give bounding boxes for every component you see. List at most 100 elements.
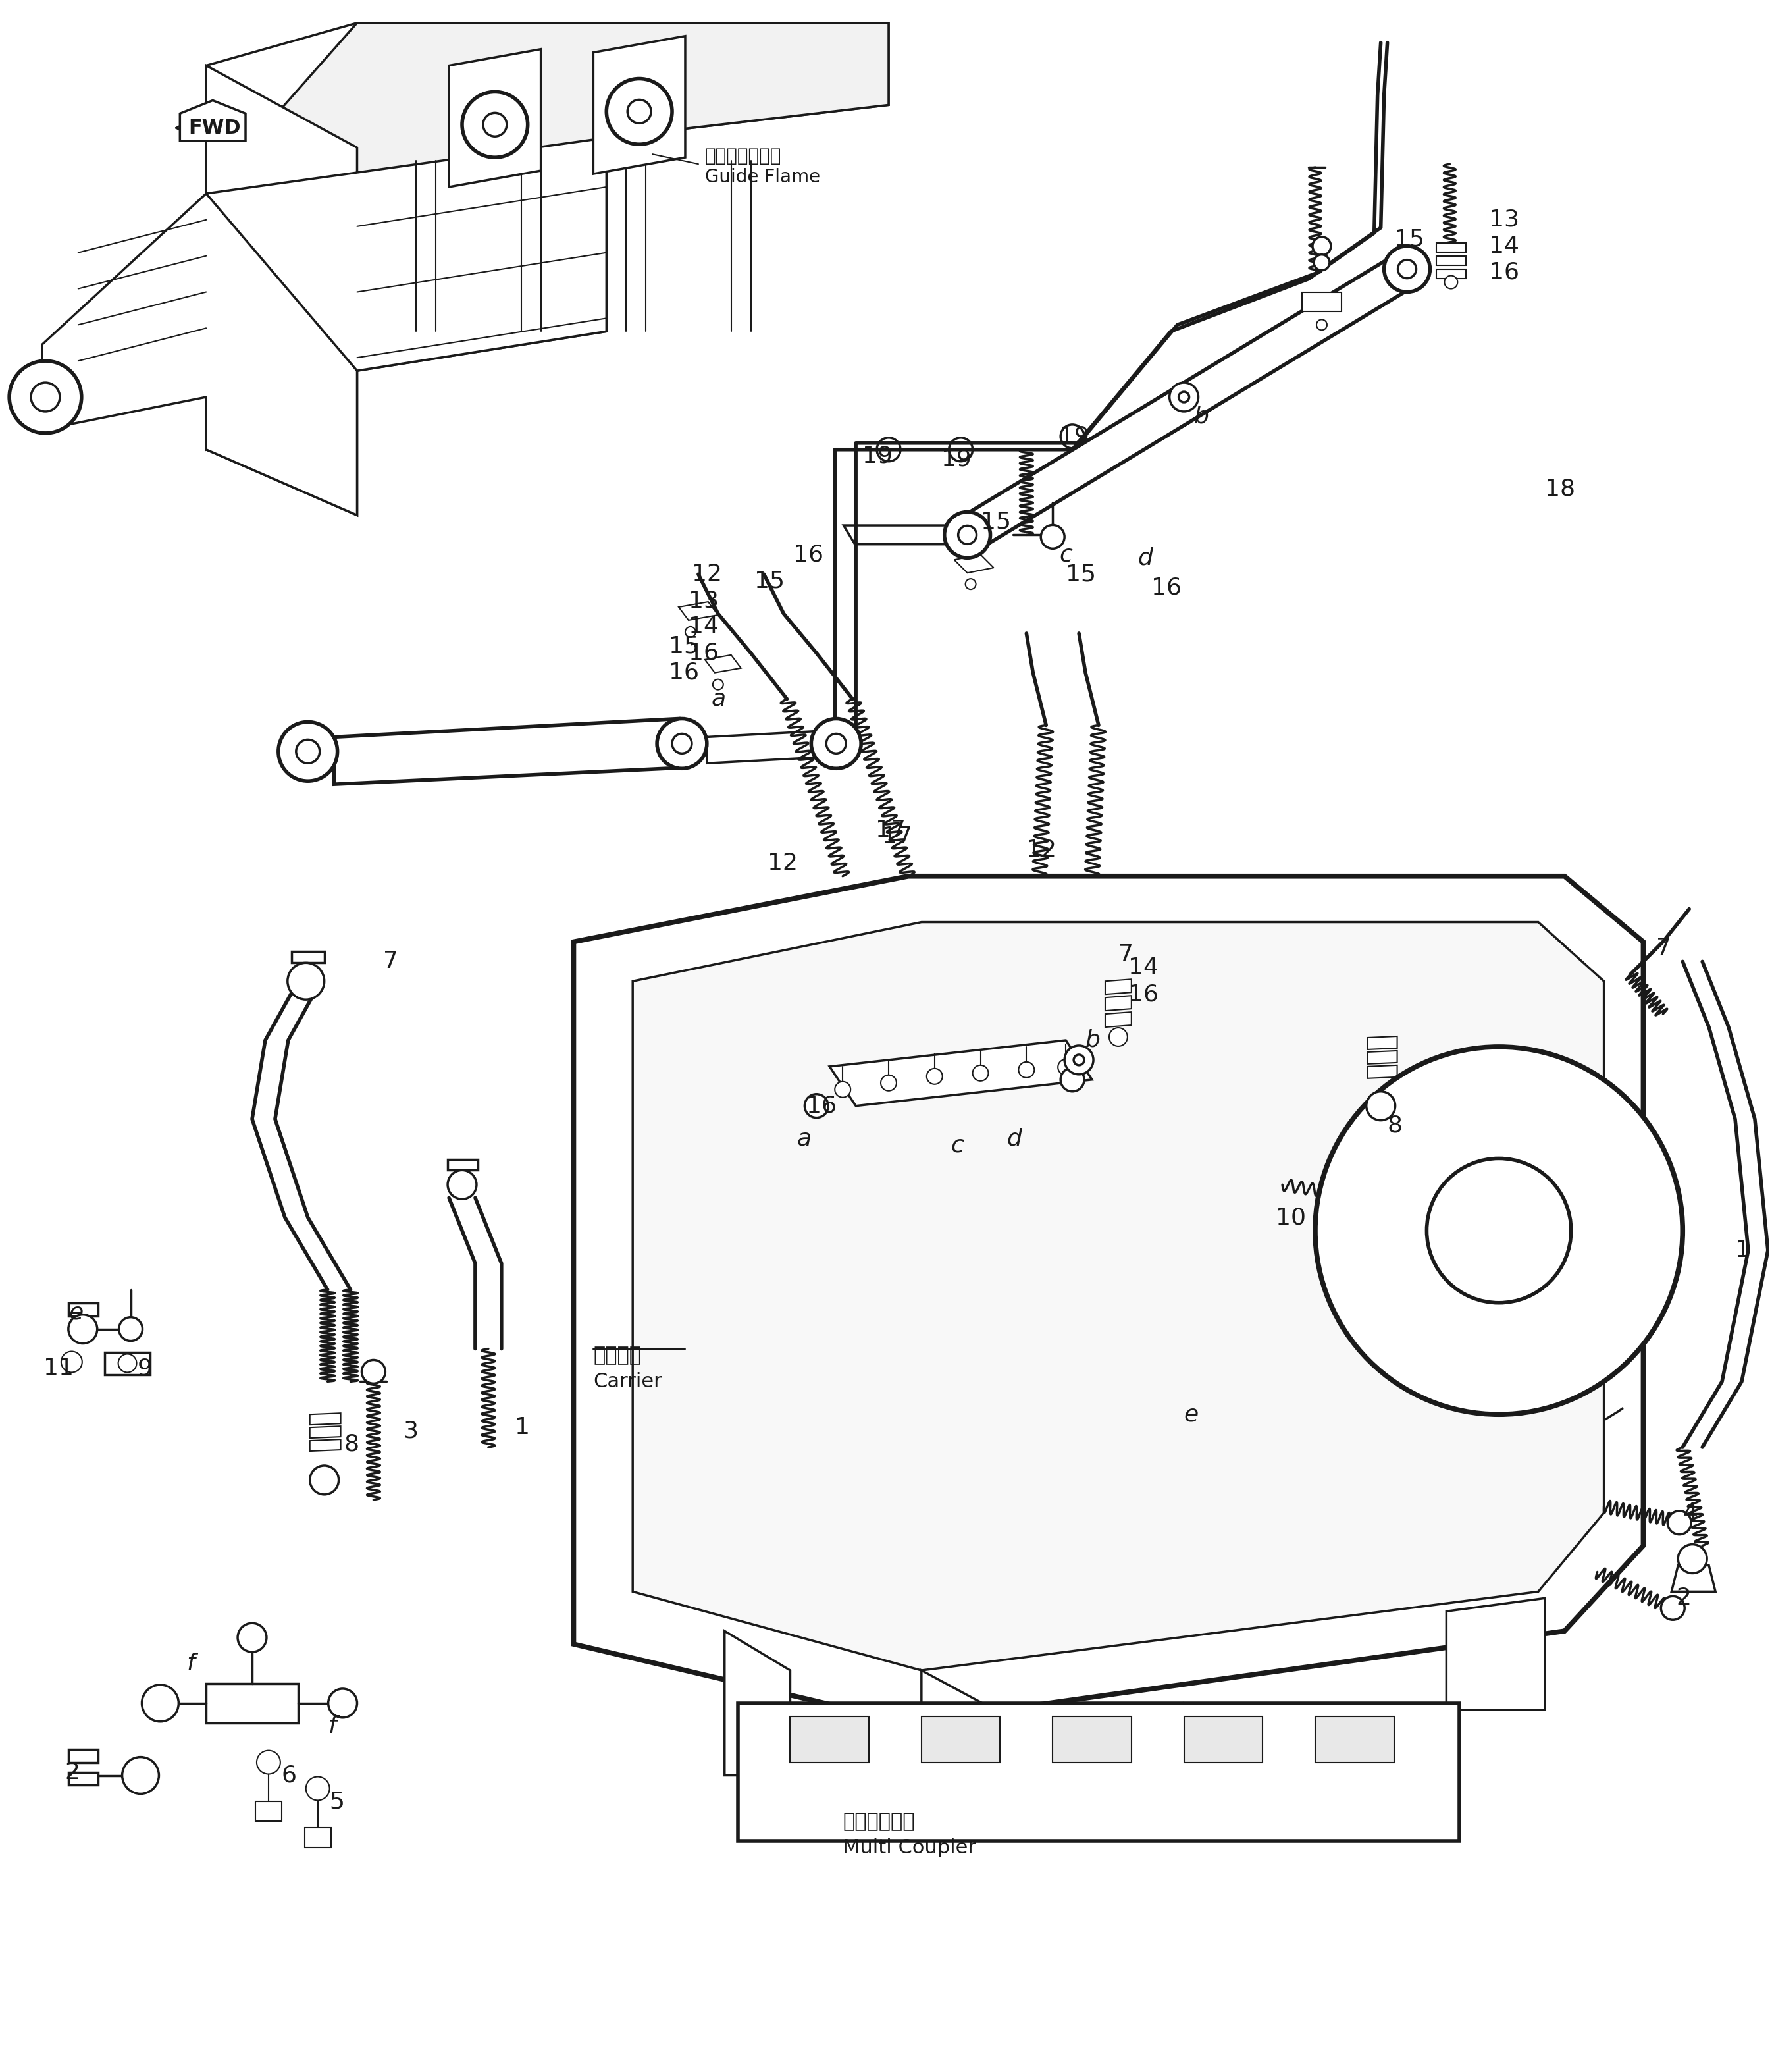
Text: b: b — [1086, 1030, 1100, 1051]
Text: d: d — [1006, 1127, 1022, 1150]
Polygon shape — [305, 1828, 331, 1848]
Polygon shape — [310, 1440, 340, 1450]
Circle shape — [1109, 1028, 1127, 1046]
Circle shape — [119, 1318, 142, 1341]
Circle shape — [237, 1622, 266, 1651]
Circle shape — [69, 1314, 97, 1343]
Circle shape — [1074, 1055, 1084, 1065]
Text: 8: 8 — [344, 1432, 360, 1455]
Circle shape — [62, 1351, 82, 1372]
Circle shape — [1426, 1158, 1572, 1303]
Polygon shape — [206, 1685, 298, 1724]
Circle shape — [310, 1465, 338, 1494]
Circle shape — [712, 680, 723, 690]
Circle shape — [296, 740, 319, 762]
Polygon shape — [448, 1160, 478, 1171]
Circle shape — [944, 512, 991, 557]
Circle shape — [328, 1689, 358, 1718]
Circle shape — [1384, 247, 1430, 292]
Text: a: a — [711, 688, 727, 711]
Polygon shape — [737, 1703, 1460, 1842]
Text: 7: 7 — [1657, 937, 1671, 959]
Circle shape — [1317, 319, 1327, 329]
Circle shape — [1313, 255, 1329, 269]
Text: 1: 1 — [514, 1417, 530, 1438]
Text: 18: 18 — [1545, 479, 1575, 499]
Polygon shape — [1106, 980, 1132, 995]
Text: 19: 19 — [941, 448, 971, 470]
Circle shape — [1444, 276, 1458, 288]
Polygon shape — [1184, 1716, 1263, 1763]
Polygon shape — [955, 555, 994, 574]
Polygon shape — [921, 1670, 1006, 1815]
Text: 12: 12 — [691, 564, 721, 586]
Text: 16: 16 — [806, 1094, 836, 1117]
Polygon shape — [448, 50, 540, 186]
Text: キャリヤ: キャリヤ — [594, 1347, 641, 1365]
Polygon shape — [574, 876, 1643, 1724]
Text: ガイドフレーム: ガイドフレーム — [705, 147, 781, 166]
Polygon shape — [705, 655, 741, 673]
Text: 16: 16 — [1488, 261, 1519, 284]
Polygon shape — [843, 526, 973, 545]
Circle shape — [1667, 1510, 1690, 1535]
Polygon shape — [69, 1772, 97, 1786]
Polygon shape — [1184, 1703, 1276, 1834]
Text: c: c — [952, 1133, 964, 1156]
Text: 12: 12 — [767, 852, 797, 874]
Circle shape — [1398, 259, 1416, 278]
Polygon shape — [310, 1413, 340, 1426]
Text: 5: 5 — [330, 1790, 346, 1813]
Circle shape — [278, 721, 337, 781]
Circle shape — [812, 719, 861, 769]
Polygon shape — [1437, 242, 1465, 253]
Circle shape — [484, 112, 507, 137]
Text: 11: 11 — [44, 1357, 74, 1380]
Circle shape — [1366, 1092, 1395, 1121]
Text: 10: 10 — [1276, 1206, 1306, 1229]
Text: 15: 15 — [755, 570, 785, 593]
Text: 9: 9 — [136, 1357, 152, 1380]
Circle shape — [287, 963, 324, 999]
Circle shape — [627, 99, 650, 124]
Circle shape — [1170, 383, 1198, 412]
Text: 3: 3 — [402, 1419, 418, 1442]
Circle shape — [835, 1082, 851, 1098]
Text: 1: 1 — [1735, 1239, 1751, 1262]
Polygon shape — [335, 719, 679, 785]
Text: マルチカプラ: マルチカプラ — [843, 1811, 914, 1832]
Circle shape — [119, 1353, 136, 1372]
Text: 4: 4 — [1683, 1502, 1698, 1525]
Circle shape — [462, 91, 528, 157]
Text: Guide Flame: Guide Flame — [705, 168, 820, 186]
Circle shape — [142, 1685, 179, 1722]
Polygon shape — [921, 1716, 999, 1763]
Text: 16: 16 — [1152, 576, 1182, 599]
Circle shape — [606, 79, 672, 145]
Text: 19: 19 — [863, 445, 893, 468]
Text: d: d — [1138, 547, 1154, 570]
Text: 14: 14 — [1129, 957, 1159, 980]
Polygon shape — [206, 23, 888, 450]
Text: a: a — [797, 1127, 812, 1150]
Text: 15: 15 — [980, 510, 1010, 533]
Polygon shape — [1302, 292, 1341, 311]
Polygon shape — [255, 1803, 282, 1821]
Circle shape — [672, 733, 691, 754]
Polygon shape — [1106, 1011, 1132, 1028]
Polygon shape — [1368, 1065, 1396, 1077]
Polygon shape — [1671, 1564, 1715, 1591]
Circle shape — [1678, 1544, 1706, 1573]
Circle shape — [1178, 392, 1189, 402]
Polygon shape — [790, 1716, 868, 1763]
Circle shape — [1061, 1067, 1084, 1092]
Text: 15: 15 — [668, 636, 700, 657]
Polygon shape — [69, 1749, 97, 1763]
Polygon shape — [105, 1353, 151, 1376]
Circle shape — [1313, 236, 1331, 255]
Text: 7: 7 — [1118, 943, 1134, 966]
Circle shape — [30, 383, 60, 412]
Text: 2: 2 — [1676, 1587, 1690, 1610]
Text: 14: 14 — [1488, 234, 1519, 257]
Circle shape — [804, 1094, 828, 1117]
